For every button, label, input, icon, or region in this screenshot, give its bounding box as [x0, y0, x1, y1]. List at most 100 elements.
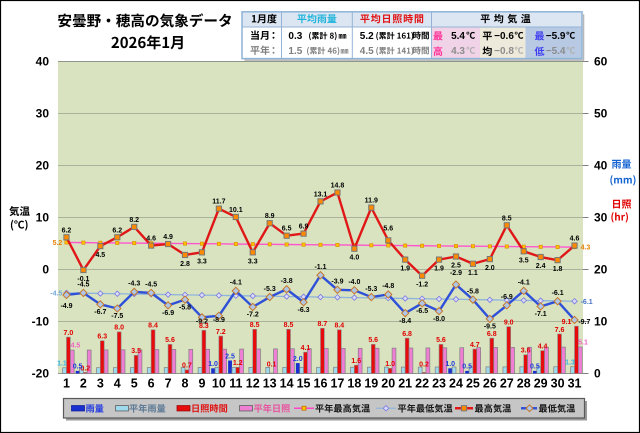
svg-text:5.1: 5.1	[578, 339, 588, 346]
svg-text:8.9: 8.9	[265, 213, 275, 220]
svg-text:40: 40	[36, 55, 50, 69]
svg-text:-10: -10	[32, 315, 50, 329]
svg-text:13.1: 13.1	[314, 191, 328, 198]
svg-text:4.3: 4.3	[581, 245, 591, 252]
svg-text:4.6: 4.6	[146, 236, 156, 243]
svg-text:-3.9: -3.9	[331, 278, 343, 285]
svg-text:10.1: 10.1	[229, 207, 243, 214]
svg-text:-4.3: -4.3	[128, 281, 140, 288]
svg-text:20: 20	[381, 377, 395, 391]
svg-text:0: 0	[594, 367, 601, 381]
svg-text:6.2: 6.2	[62, 227, 72, 234]
svg-text:−0.8: −0.8	[494, 46, 514, 57]
svg-text:3: 3	[97, 377, 104, 391]
svg-text:4.0: 4.0	[350, 255, 360, 262]
svg-text:18: 18	[347, 377, 361, 391]
svg-text:31: 31	[568, 377, 582, 391]
svg-text:-5.8: -5.8	[179, 304, 191, 311]
svg-text:10: 10	[36, 211, 50, 225]
svg-text:3.3: 3.3	[248, 258, 258, 265]
svg-text:5.6: 5.6	[368, 337, 378, 344]
svg-text:-5.3: -5.3	[264, 286, 276, 293]
svg-text:2: 2	[80, 377, 87, 391]
svg-text:1.0: 1.0	[385, 361, 395, 368]
svg-text:-6.3: -6.3	[298, 307, 310, 314]
svg-text:12: 12	[246, 377, 260, 391]
svg-text:1.1: 1.1	[468, 270, 478, 277]
svg-text:3.5: 3.5	[131, 348, 141, 355]
svg-text:-3.8: -3.8	[281, 278, 293, 285]
svg-text:1.0: 1.0	[208, 361, 218, 368]
svg-text:7.6: 7.6	[555, 327, 565, 334]
svg-text:22: 22	[415, 377, 429, 391]
svg-text:-4.5: -4.5	[77, 282, 89, 289]
svg-text:8.0: 8.0	[114, 325, 124, 332]
svg-text:23: 23	[432, 377, 446, 391]
svg-text:5.6: 5.6	[165, 337, 175, 344]
svg-text:5.2: 5.2	[360, 31, 374, 42]
svg-text:-8.9: -8.9	[213, 317, 225, 324]
svg-text:-6.9: -6.9	[501, 294, 513, 301]
svg-text:2.0: 2.0	[485, 265, 495, 272]
svg-text:9: 9	[198, 377, 205, 391]
svg-text:2.8: 2.8	[180, 261, 190, 268]
svg-text:20: 20	[36, 159, 50, 173]
svg-text:27: 27	[500, 377, 514, 391]
svg-text:-5.3: -5.3	[365, 286, 377, 293]
svg-text:30: 30	[594, 211, 608, 225]
svg-text:5.6: 5.6	[383, 225, 393, 232]
svg-text:-20: -20	[32, 367, 50, 381]
svg-text:1.8: 1.8	[553, 266, 563, 273]
svg-text:4.5: 4.5	[71, 343, 81, 350]
svg-text:4.5: 4.5	[95, 252, 105, 259]
svg-text:15: 15	[297, 377, 311, 391]
svg-text:10: 10	[594, 315, 608, 329]
svg-text:4.6: 4.6	[570, 236, 580, 243]
svg-text:-1.2: -1.2	[416, 282, 428, 289]
svg-text:50: 50	[594, 107, 608, 121]
svg-text:-9.7: -9.7	[578, 319, 590, 326]
svg-text:7: 7	[165, 377, 172, 391]
svg-text:-7.1: -7.1	[535, 311, 547, 318]
svg-text:11: 11	[229, 377, 242, 391]
svg-text:9.0: 9.0	[504, 320, 514, 327]
svg-text:24: 24	[449, 377, 463, 391]
svg-text:1.1: 1.1	[57, 361, 67, 368]
svg-text:-4.5: -4.5	[145, 282, 157, 289]
svg-text:-2.9: -2.9	[450, 270, 462, 277]
svg-text:1.2: 1.2	[233, 360, 243, 367]
svg-text:7.0: 7.0	[64, 330, 74, 337]
svg-text:9.1: 9.1	[562, 319, 572, 326]
svg-text:-4.8: -4.8	[382, 283, 394, 290]
svg-text:4: 4	[114, 377, 121, 391]
svg-text:26: 26	[483, 377, 497, 391]
svg-text:20: 20	[594, 263, 608, 277]
svg-text:6.8: 6.8	[487, 331, 497, 338]
svg-text:-8.0: -8.0	[433, 316, 445, 323]
svg-text:-6.7: -6.7	[94, 309, 106, 316]
svg-text:5.4: 5.4	[451, 31, 465, 42]
svg-text:8.7: 8.7	[318, 321, 328, 328]
svg-text:-9.2: -9.2	[196, 319, 208, 326]
svg-text:8.3: 8.3	[199, 323, 209, 330]
svg-text:5: 5	[131, 377, 138, 391]
svg-text:17: 17	[330, 377, 344, 391]
svg-text:3.3: 3.3	[197, 258, 207, 265]
svg-text:13: 13	[263, 377, 277, 391]
svg-text:-4.0: -4.0	[348, 279, 360, 286]
svg-text:1: 1	[63, 377, 70, 391]
svg-text:1.5: 1.5	[288, 46, 302, 57]
svg-text:2.4: 2.4	[536, 263, 546, 270]
svg-text:19: 19	[364, 377, 378, 391]
svg-text:5.2: 5.2	[53, 240, 63, 247]
svg-text:0.3: 0.3	[288, 31, 302, 42]
svg-text:2.0: 2.0	[293, 356, 303, 363]
svg-text:7.2: 7.2	[216, 329, 226, 336]
svg-text:3.5: 3.5	[519, 257, 529, 264]
svg-text:5.6: 5.6	[436, 337, 446, 344]
svg-text:-4.1: -4.1	[518, 280, 530, 287]
svg-text:4.4: 4.4	[538, 343, 548, 350]
svg-text:16: 16	[314, 377, 328, 391]
svg-text:28: 28	[517, 377, 531, 391]
svg-text:25: 25	[466, 377, 480, 391]
